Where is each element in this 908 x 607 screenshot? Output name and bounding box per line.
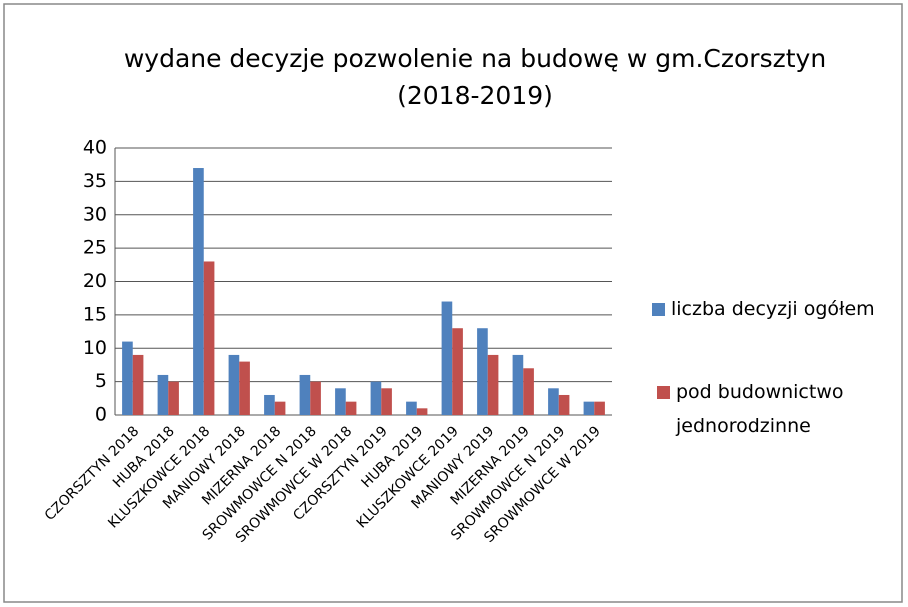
bar [512,354,524,415]
bar [558,394,570,415]
legend-entry: liczba decyzji ogółem [652,292,902,326]
bar [594,401,605,415]
legend-label: pod budownictwo jednorodzinne [676,381,844,437]
bar [441,301,453,415]
bar [477,328,488,415]
bar [203,261,215,415]
bar [168,381,179,415]
legend-label: liczba decyzji ogółem [671,298,875,320]
legend-entry: pod budownictwo jednorodzinne [657,375,857,443]
y-tick-label: 10 [83,337,107,359]
bar [406,401,417,415]
bar [548,388,559,415]
y-tick-label: 40 [83,137,107,159]
y-tick-label: 5 [95,370,107,392]
y-tick-label: 15 [83,303,107,325]
bar [122,341,133,415]
bar [228,354,240,415]
bar [416,408,428,415]
bar [487,354,499,415]
bar [157,374,169,415]
bar [193,168,204,415]
chart-frame [3,3,903,603]
y-tick-label: 30 [83,203,107,225]
bar [239,361,250,415]
legend-swatch [657,386,670,399]
bar [370,381,382,415]
bar [274,401,286,415]
y-tick-label: 35 [83,170,107,192]
chart-title: (2018-2019) [397,81,553,110]
y-tick-label: 0 [95,404,107,426]
bar [583,401,595,415]
chart-title: wydane decyzje pozwolenie na budowę w gm… [124,44,826,73]
bar [299,374,311,415]
bar [310,381,321,415]
y-tick-label: 25 [83,237,107,259]
bar [523,368,534,415]
y-tick-label: 20 [83,270,107,292]
bar [264,394,275,415]
bar [335,388,346,415]
bar [132,354,144,415]
bar [452,328,463,415]
bar [345,401,357,415]
legend-swatch [652,303,665,316]
bar [381,388,392,415]
